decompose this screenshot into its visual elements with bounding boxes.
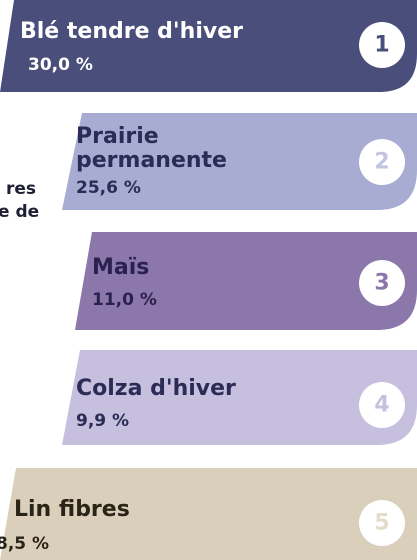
item-value: 8,5 % — [0, 534, 49, 554]
band-3 — [75, 232, 417, 330]
rank: 4 — [374, 393, 389, 418]
rank-circle — [359, 500, 405, 546]
side-text: e de — [0, 202, 39, 222]
item-value: 9,9 % — [76, 411, 129, 431]
item-label: Colza d'hiver — [76, 376, 236, 401]
rank-circle — [359, 22, 405, 68]
rank-circle — [359, 139, 405, 185]
rank-circle — [359, 260, 405, 306]
band-4 — [62, 350, 417, 445]
band-1 — [0, 0, 417, 92]
item-label: Blé tendre d'hiver — [20, 19, 243, 44]
band-5 — [0, 468, 417, 560]
rank-circle — [359, 382, 405, 428]
rank: 3 — [374, 271, 389, 296]
item-value: 25,6 % — [76, 178, 141, 198]
item-label: permanente — [76, 148, 227, 173]
rank: 2 — [374, 150, 389, 175]
item-value: 11,0 % — [92, 290, 157, 310]
band-2 — [62, 113, 417, 210]
item-label: Maïs — [92, 255, 149, 280]
item-label: Lin fibres — [14, 497, 130, 522]
side-text: res — [6, 179, 36, 199]
item-value: 30,0 % — [28, 55, 93, 75]
rank: 1 — [374, 33, 389, 58]
rank: 5 — [374, 511, 389, 536]
item-label: Prairie — [76, 124, 159, 149]
